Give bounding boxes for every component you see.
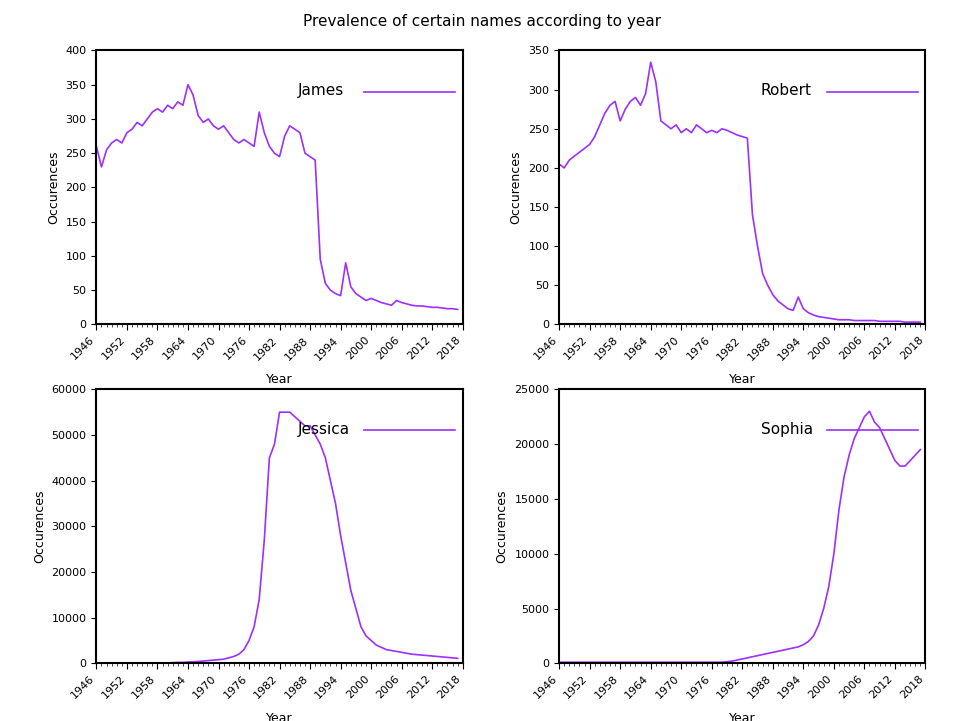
X-axis label: Year: Year	[729, 373, 756, 386]
Text: James: James	[298, 84, 344, 98]
Text: Prevalence of certain names according to year: Prevalence of certain names according to…	[303, 14, 661, 30]
Text: Jessica: Jessica	[298, 423, 350, 437]
X-axis label: Year: Year	[729, 712, 756, 721]
Text: Sophia: Sophia	[761, 423, 813, 437]
Text: Robert: Robert	[761, 84, 812, 98]
Y-axis label: Occurences: Occurences	[510, 151, 522, 224]
X-axis label: Year: Year	[266, 373, 293, 386]
Y-axis label: Occurences: Occurences	[47, 151, 60, 224]
Y-axis label: Occurences: Occurences	[495, 490, 509, 563]
Y-axis label: Occurences: Occurences	[33, 490, 46, 563]
X-axis label: Year: Year	[266, 712, 293, 721]
